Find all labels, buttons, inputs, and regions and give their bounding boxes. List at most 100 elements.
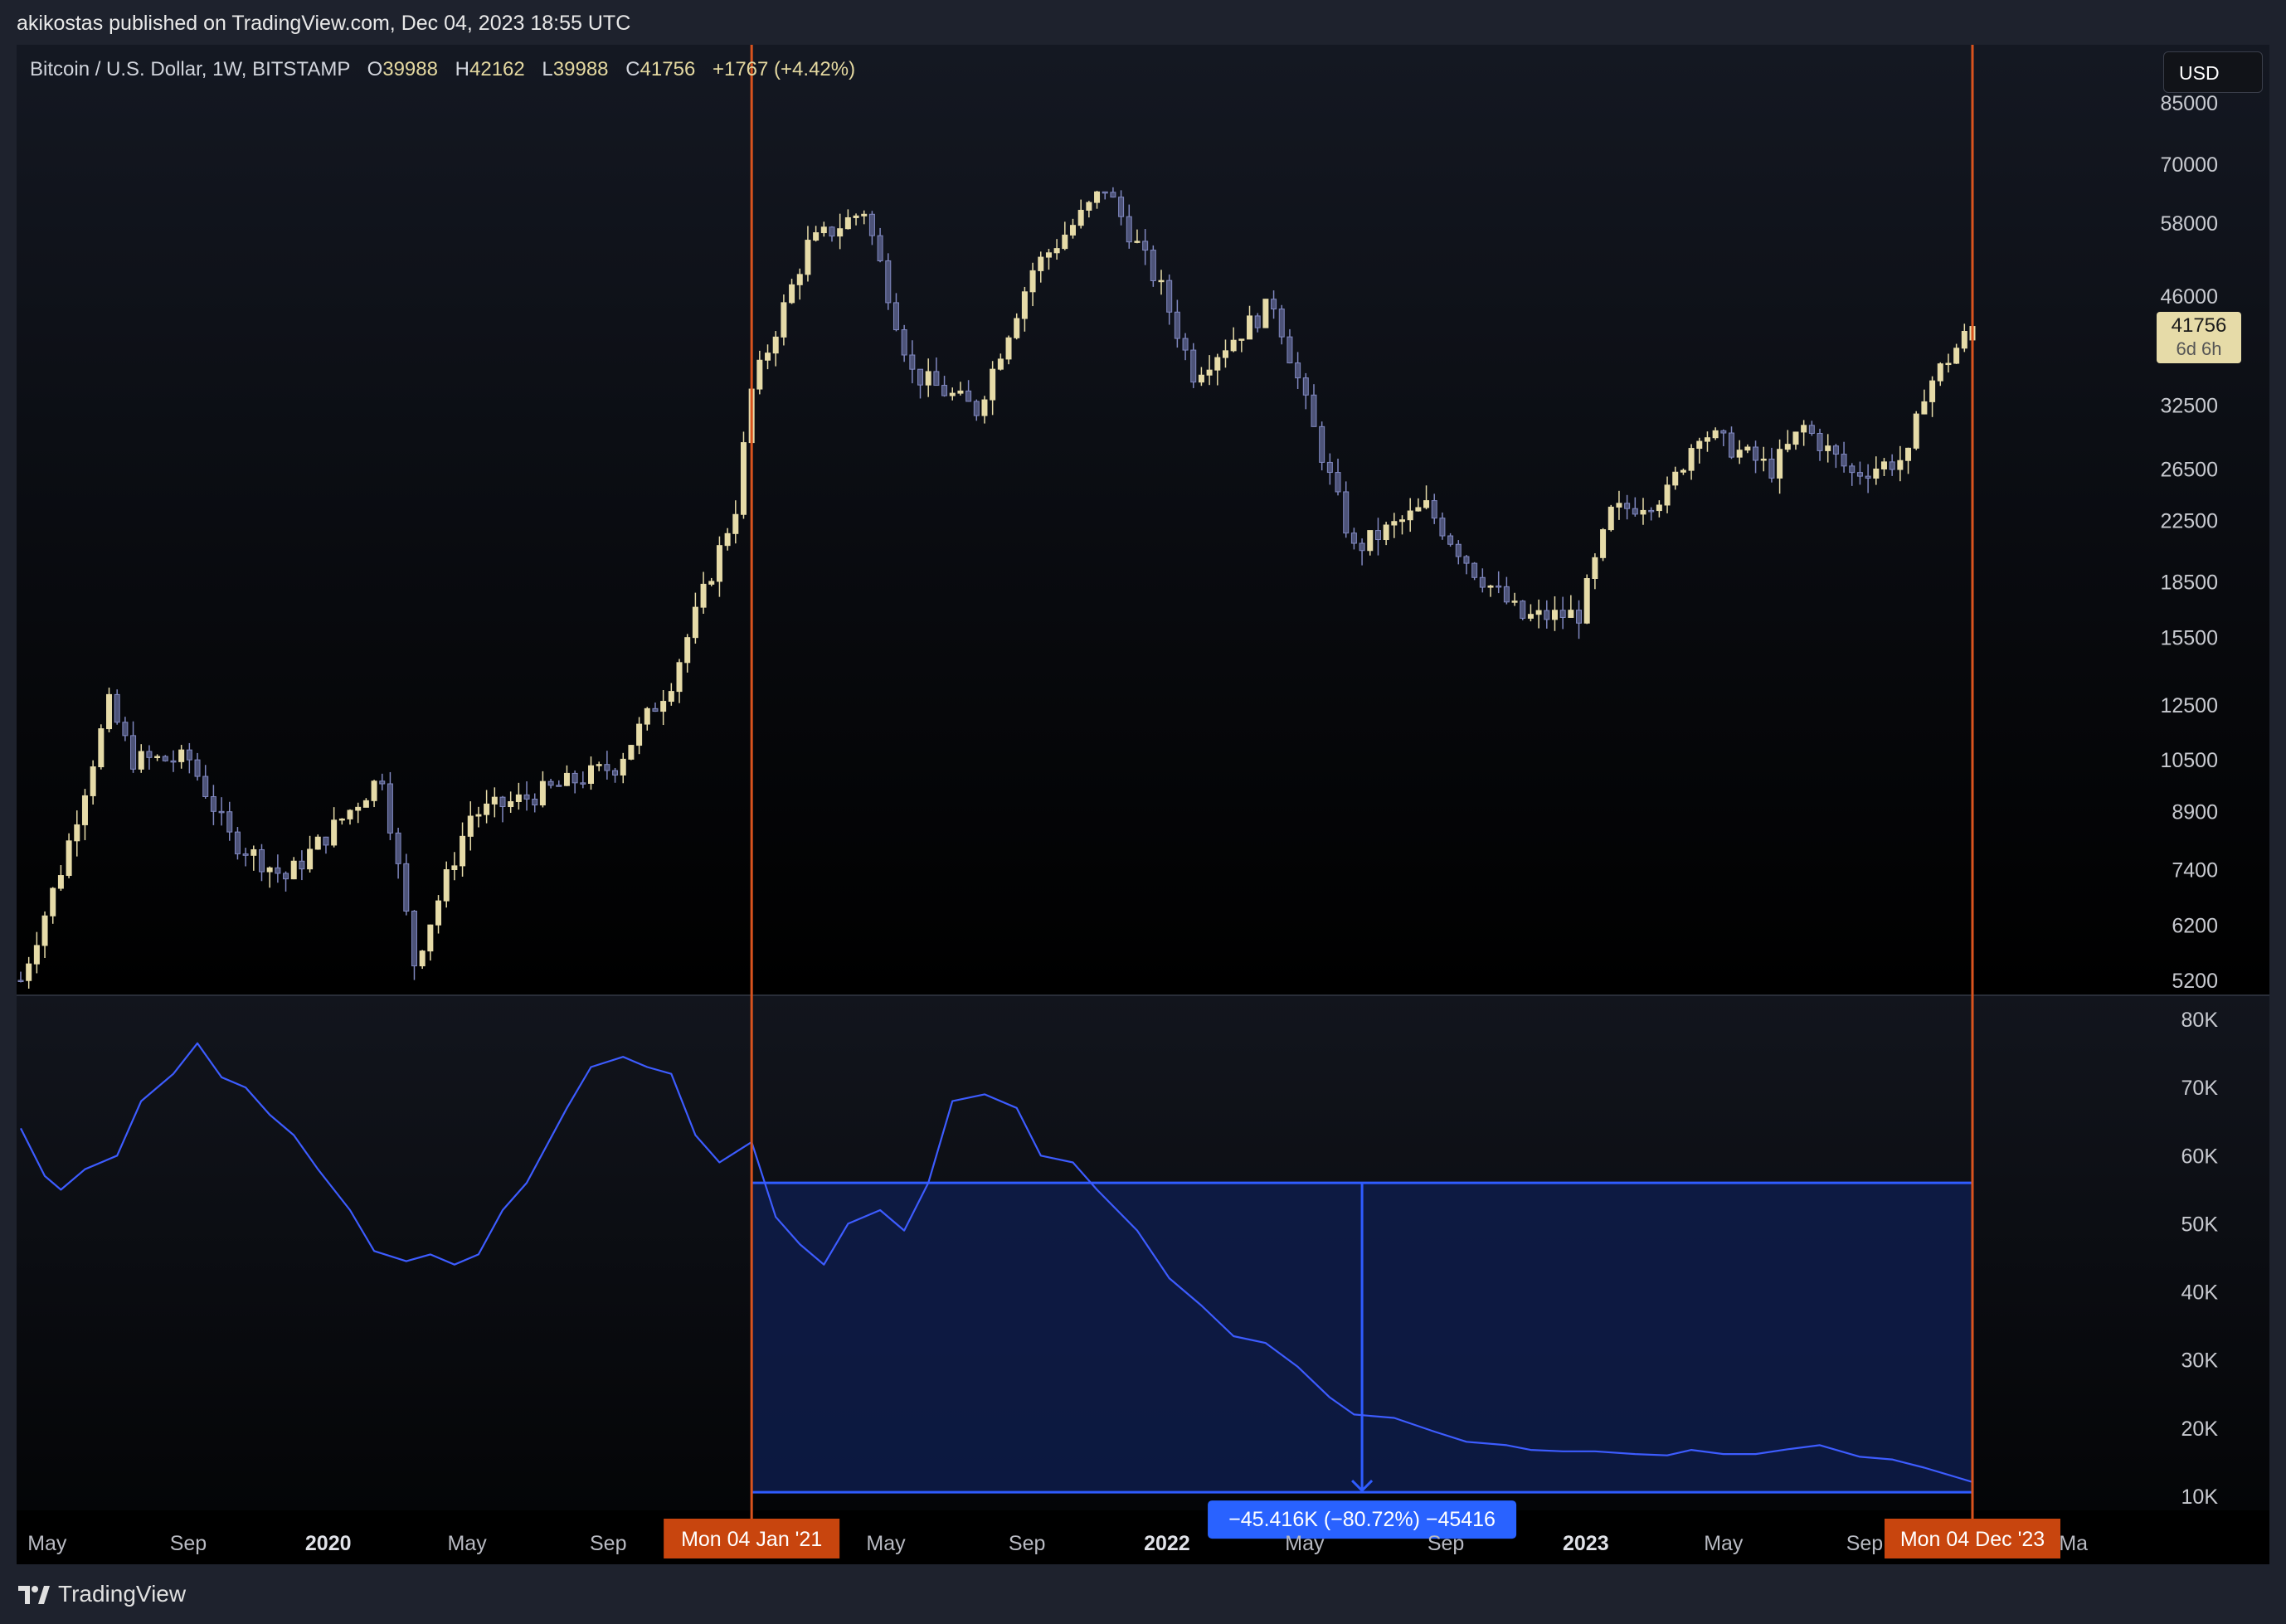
candle-body [1359,542,1365,552]
candle-body [772,336,779,354]
candle-body [781,302,787,338]
candle-body [371,780,377,801]
candle-body [170,760,177,763]
measure-tool[interactable]: −45.416K (−80.72%) −45416 [751,1181,1973,1539]
candle-body [1953,348,1960,364]
candle-body [1729,432,1735,458]
price-tick-label: 26500 [2160,459,2218,482]
indicator-tick-label: 40K [2181,1281,2219,1305]
price-tick-label: 32500 [2160,394,2218,417]
price-tick-label: 70000 [2160,153,2218,177]
candle-body [1126,216,1132,243]
candle-body [789,284,795,304]
change-value: +1767 (+4.42%) [712,58,856,80]
price-tick-label: 85000 [2160,92,2218,115]
candle-body [837,228,844,237]
candle-body [1487,585,1494,588]
indicator-axis[interactable]: 80K 70K 60K 50K 40K 30K 20K 10K [2181,1009,2219,1509]
time-tick-label: May [27,1532,67,1555]
candle-body [523,794,530,800]
candle-body [460,835,466,867]
price-tick-label: 15500 [2160,627,2218,650]
candle-body [1431,500,1437,519]
candle-body [33,945,40,965]
candle-body [1311,394,1317,427]
price-tick-label: 8900 [2172,801,2218,824]
candle-body [1222,350,1228,358]
candle-body [1150,250,1156,281]
candle-body [226,811,233,833]
indicator-tick-label: 80K [2181,1009,2219,1032]
measure-result-badge[interactable] [1208,1500,1517,1539]
tradingview-logo-icon [18,1586,50,1604]
candle-body [539,780,546,806]
candle-body [1607,506,1614,531]
candle-body [1777,449,1783,479]
candle-body [1865,475,1871,479]
candle-body [419,951,426,967]
candle-body [973,401,980,416]
candle-body [636,723,643,746]
candle-body [1374,530,1381,541]
time-tick-label: Sep [170,1532,207,1555]
time-tick-label: 2020 [305,1532,352,1555]
candle-body [178,749,185,762]
time-tick-label: Ma [2059,1532,2088,1555]
candle-body [307,848,314,870]
price-tick-label: 46000 [2160,285,2218,309]
candle-body [740,442,747,515]
candle-body [1053,248,1060,254]
candle-body [829,226,835,237]
candle-body [1921,401,1928,415]
candle-body [1062,234,1068,250]
candle-body [1069,225,1076,236]
candle-body [596,764,602,766]
currency-button[interactable]: USD [2163,51,2263,93]
time-tick-label: May [866,1532,906,1555]
candle-body [692,606,698,639]
candle-body [266,867,273,873]
time-tick-label: 2023 [1563,1532,1609,1555]
candle-body [620,758,626,776]
candle-body [387,783,393,834]
date-marker-start-badge[interactable] [664,1519,840,1558]
date-marker-start-label: Mon 04 Jan '21 [681,1528,822,1551]
candle-body [1656,504,1662,512]
candle-body [628,745,635,760]
candle-body [612,770,619,776]
candle-body [1415,507,1422,512]
open-value: 39988 [382,58,438,80]
price-tick-label: 6200 [2172,914,2218,937]
candle-body [1102,191,1108,194]
date-marker-end-badge[interactable] [1885,1519,2060,1558]
candle-body [1961,331,1967,349]
candle-body [258,848,265,873]
candle-body [1134,241,1141,243]
candle-body [990,368,996,401]
candle-body [411,910,417,967]
price-tick-label: 22500 [2160,510,2218,533]
candle-body [1736,450,1743,458]
price-axis[interactable]: 85000 70000 58000 46000 32500 26500 22500 18500… [2160,92,2218,993]
tradingview-brand[interactable]: TradingView [17,1581,186,1607]
candle-body [186,749,192,761]
candle-body [547,780,554,786]
time-axis[interactable]: May Sep 2020 May Sep May Sep 2022 May Sep 2023 May S… [27,1532,2088,1555]
candle-body [1005,337,1012,360]
candle-body [660,701,667,712]
candle-body [1206,369,1213,376]
candle-body [1712,430,1719,439]
candle-body [1398,519,1405,523]
candle-body [684,637,691,664]
candle-body [41,915,48,946]
chart-canvas[interactable]: −45.416K (−80.72%) −45416 Mon 04 Jan '21… [17,45,2269,1564]
candle-body [435,900,442,926]
brand-bar [0,1564,2286,1624]
candle-body [1792,431,1799,445]
candle-body [323,836,329,846]
candle-body [1592,557,1598,580]
date-markers[interactable]: Mon 04 Jan '21 Mon 04 Dec '23 [664,45,2060,1558]
candle-body [331,819,338,846]
close-value: 41756 [640,58,696,80]
time-tick-label: 2022 [1144,1532,1190,1555]
